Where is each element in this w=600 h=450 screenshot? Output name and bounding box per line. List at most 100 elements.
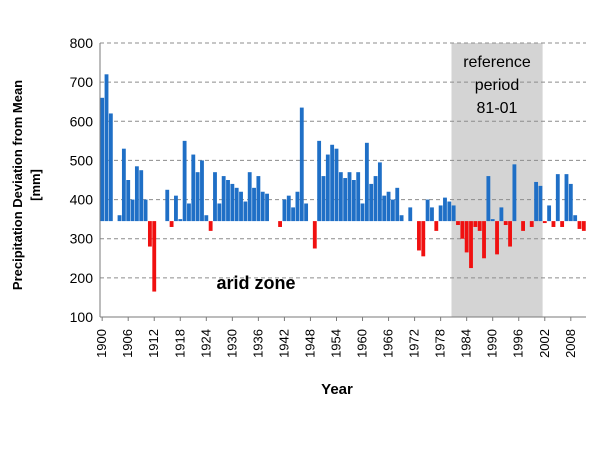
bar-1905 <box>121 148 126 222</box>
bar-1977 <box>434 221 439 231</box>
bar-1951 <box>321 176 326 222</box>
x-tick-label-1942: 1942 <box>276 329 291 358</box>
bar-1990 <box>490 219 495 222</box>
x-tick-label-1960: 1960 <box>355 329 370 358</box>
bar-1925 <box>208 221 213 231</box>
bar-1900 <box>100 97 105 222</box>
bar-1907 <box>130 199 135 222</box>
reference-period-layer <box>451 43 543 317</box>
bar-2002 <box>542 221 547 224</box>
bar-1911 <box>147 221 152 247</box>
bar-2007 <box>564 174 569 222</box>
bar-1930 <box>230 183 235 222</box>
bar-1919 <box>182 140 187 222</box>
x-tick-label-1900: 1900 <box>94 329 109 358</box>
bar-1968 <box>395 187 400 222</box>
arid-zone-annotation: arid zone <box>216 273 295 293</box>
bar-1957 <box>347 172 352 222</box>
bar-1945 <box>295 191 300 222</box>
bar-1922 <box>195 172 200 222</box>
bar-1941 <box>278 221 282 227</box>
bar-1932 <box>239 191 243 222</box>
bar-1943 <box>286 195 291 222</box>
bar-1984 <box>464 221 469 253</box>
bar-1954 <box>334 148 339 222</box>
gridlines <box>100 42 586 279</box>
bar-1908 <box>134 166 139 222</box>
bar-1924 <box>204 215 209 222</box>
x-tick-label-1936: 1936 <box>250 329 265 358</box>
reference-period-label-line1: reference <box>463 54 531 71</box>
bar-1933 <box>243 201 248 222</box>
bar-1955 <box>338 172 343 222</box>
bar-1985 <box>469 221 473 269</box>
bar-1901 <box>104 74 109 222</box>
y-tick-label-200: 200 <box>70 270 94 286</box>
x-tick-label-1906: 1906 <box>120 329 135 358</box>
bar-1974 <box>421 221 426 257</box>
bar-1910 <box>143 199 148 222</box>
bar-1956 <box>343 178 348 222</box>
x-tick-label-1972: 1972 <box>407 329 422 358</box>
bar-1962 <box>369 183 374 222</box>
x-tick-label-1996: 1996 <box>511 329 526 358</box>
y-axis-label-line2: [mm] <box>28 169 43 201</box>
bar-2005 <box>555 174 560 222</box>
bar-1975 <box>425 199 430 222</box>
bar-1923 <box>200 160 204 222</box>
bar-1963 <box>373 176 378 222</box>
bar-1980 <box>447 201 452 222</box>
bar-1918 <box>178 219 183 222</box>
bar-1971 <box>408 207 413 222</box>
bar-2003 <box>547 205 552 222</box>
bar-2009 <box>573 215 578 222</box>
bar-1965 <box>382 195 387 222</box>
bar-1902 <box>108 113 113 222</box>
y-axis-label-line1: Precipitation Deviation from Mean <box>10 80 25 290</box>
x-axis-label: Year <box>321 381 353 398</box>
bar-1983 <box>460 221 465 239</box>
bar-1967 <box>390 199 395 222</box>
bar-1999 <box>529 221 534 227</box>
reference-period-band <box>451 43 543 317</box>
bar-1959 <box>356 172 361 222</box>
bar-2010 <box>577 221 582 229</box>
bar-1935 <box>252 187 256 222</box>
bar-1906 <box>126 180 131 222</box>
bar-1928 <box>221 176 226 222</box>
x-tick-label-1954: 1954 <box>328 329 343 358</box>
bar-1912 <box>152 221 157 292</box>
bar-1986 <box>473 221 478 227</box>
bars <box>100 74 586 292</box>
bar-1982 <box>456 221 460 226</box>
bar-1997 <box>521 221 525 231</box>
bar-1981 <box>451 205 456 222</box>
bar-1978 <box>438 205 443 222</box>
bar-1936 <box>256 176 261 222</box>
bar-2000 <box>534 181 539 222</box>
bar-1960 <box>360 203 365 222</box>
bar-1916 <box>169 221 174 227</box>
bar-1915 <box>165 189 170 222</box>
bar-1953 <box>330 144 335 222</box>
bar-1989 <box>486 176 491 222</box>
y-tick-label-700: 700 <box>70 74 94 90</box>
bar-1961 <box>364 142 369 222</box>
bar-1938 <box>265 193 269 222</box>
x-tick-label-1918: 1918 <box>172 329 187 358</box>
x-tick-label-1948: 1948 <box>302 329 317 358</box>
y-tick-label-300: 300 <box>70 231 94 247</box>
bar-1904 <box>117 215 122 222</box>
x-tick-label-1978: 1978 <box>433 329 448 358</box>
x-tick-label-1930: 1930 <box>224 329 239 358</box>
bar-2011 <box>581 221 586 231</box>
bar-1969 <box>399 215 404 222</box>
bar-1921 <box>191 154 196 222</box>
reference-period-label-line2: period <box>475 77 519 94</box>
x-tick-label-2008: 2008 <box>563 329 578 358</box>
x-tick-labels: 1900 1906 1912 1918 1924 1930 1936 1942 1948 1954… <box>94 317 578 358</box>
x-tick-label-2002: 2002 <box>537 329 552 358</box>
axes <box>99 43 586 318</box>
bar-1931 <box>234 187 239 222</box>
bar-2001 <box>538 185 543 222</box>
